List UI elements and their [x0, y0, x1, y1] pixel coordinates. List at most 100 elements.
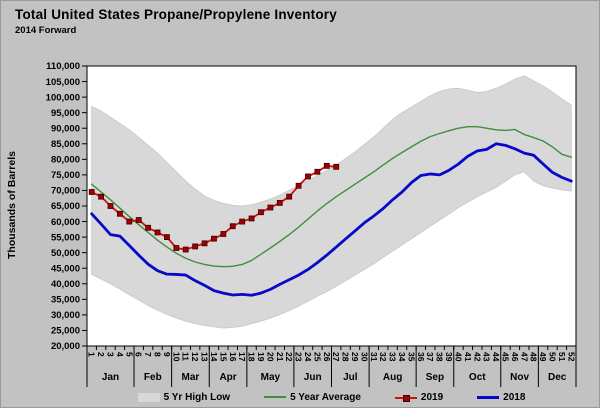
svg-text:3: 3: [106, 352, 116, 357]
svg-text:5: 5: [124, 352, 134, 357]
svg-text:80,000: 80,000: [51, 155, 80, 166]
svg-text:95,000: 95,000: [51, 108, 80, 119]
svg-text:Nov: Nov: [510, 372, 529, 383]
svg-text:110,000: 110,000: [46, 61, 80, 72]
svg-text:20: 20: [265, 352, 275, 362]
svg-text:60,000: 60,000: [51, 217, 80, 228]
blue-line-swatch-icon: [477, 395, 500, 399]
chart-title: Total United States Propane/Propylene In…: [15, 7, 337, 22]
svg-text:20,000: 20,000: [51, 341, 80, 352]
svg-text:35: 35: [406, 352, 416, 362]
svg-text:6: 6: [134, 352, 144, 357]
svg-text:27: 27: [331, 352, 341, 362]
svg-text:48: 48: [529, 352, 539, 362]
svg-text:90,000: 90,000: [51, 123, 80, 134]
svg-text:23: 23: [294, 352, 304, 362]
svg-text:25,000: 25,000: [51, 326, 80, 337]
svg-text:100,000: 100,000: [46, 92, 80, 103]
legend-label: 5 Year Average: [290, 391, 361, 403]
svg-text:19: 19: [256, 352, 266, 362]
svg-text:4: 4: [115, 352, 125, 357]
svg-text:51: 51: [557, 352, 567, 362]
svg-text:50,000: 50,000: [51, 248, 80, 259]
svg-text:Jan: Jan: [102, 372, 119, 383]
svg-text:31: 31: [369, 352, 379, 362]
svg-text:26: 26: [322, 352, 332, 362]
legend: 5 Yr High Low 5 Year Average 2019 2018: [87, 389, 576, 405]
svg-text:Sep: Sep: [426, 372, 444, 383]
svg-text:8: 8: [153, 352, 163, 357]
svg-text:13: 13: [200, 352, 210, 362]
svg-text:41: 41: [463, 352, 473, 362]
svg-text:52: 52: [566, 352, 576, 362]
svg-text:11: 11: [181, 352, 191, 361]
svg-text:Jul: Jul: [343, 372, 358, 383]
svg-text:33: 33: [388, 352, 398, 362]
svg-text:50: 50: [547, 352, 557, 362]
svg-text:1: 1: [87, 352, 97, 357]
svg-text:42: 42: [472, 352, 482, 362]
svg-text:75,000: 75,000: [51, 170, 80, 181]
svg-text:30: 30: [359, 352, 369, 362]
svg-text:21: 21: [275, 352, 285, 362]
red-marker-line-swatch-icon: [394, 394, 417, 402]
svg-text:Mar: Mar: [182, 372, 200, 383]
legend-label: 5 Yr High Low: [163, 391, 231, 403]
legend-item-high-low: 5 Yr High Low: [137, 391, 231, 403]
svg-text:32: 32: [378, 352, 388, 362]
svg-text:28: 28: [341, 352, 351, 362]
legend-item-2019: 2019: [394, 391, 444, 403]
svg-text:12: 12: [190, 352, 200, 362]
svg-text:40: 40: [453, 352, 463, 362]
svg-text:10: 10: [171, 352, 181, 362]
svg-text:Feb: Feb: [144, 372, 162, 383]
svg-text:47: 47: [519, 352, 529, 362]
svg-text:Oct: Oct: [469, 372, 486, 383]
svg-text:85,000: 85,000: [51, 139, 80, 150]
svg-text:18: 18: [247, 352, 257, 362]
svg-text:15: 15: [218, 352, 228, 362]
svg-text:22: 22: [284, 352, 294, 362]
svg-text:43: 43: [482, 352, 492, 362]
band-swatch-icon: [137, 392, 160, 402]
svg-text:40,000: 40,000: [51, 279, 80, 290]
legend-item-average: 5 Year Average: [264, 392, 361, 403]
chart-subtitle: 2014 Forward: [15, 25, 77, 36]
svg-text:36: 36: [416, 352, 426, 362]
legend-label: 2018: [503, 391, 526, 403]
svg-text:Dec: Dec: [548, 372, 567, 383]
svg-text:Apr: Apr: [219, 372, 236, 383]
svg-text:37: 37: [425, 352, 435, 362]
svg-text:34: 34: [397, 352, 407, 362]
svg-text:Jun: Jun: [304, 372, 322, 383]
svg-text:44: 44: [491, 352, 501, 362]
svg-text:Aug: Aug: [383, 372, 402, 383]
svg-text:46: 46: [510, 352, 520, 362]
svg-text:55,000: 55,000: [51, 232, 80, 243]
svg-text:9: 9: [162, 352, 172, 357]
svg-text:30,000: 30,000: [51, 310, 80, 321]
svg-text:35,000: 35,000: [51, 295, 80, 306]
svg-text:49: 49: [538, 352, 548, 362]
svg-text:45: 45: [500, 352, 510, 362]
legend-label: 2019: [420, 391, 444, 403]
svg-text:70,000: 70,000: [51, 186, 80, 197]
svg-text:65,000: 65,000: [51, 201, 80, 212]
svg-text:105,000: 105,000: [46, 77, 80, 88]
svg-text:7: 7: [143, 352, 153, 357]
green-line-swatch-icon: [264, 396, 287, 398]
svg-text:2: 2: [96, 352, 106, 357]
svg-text:45,000: 45,000: [51, 263, 80, 274]
svg-text:38: 38: [435, 352, 445, 362]
svg-text:39: 39: [444, 352, 454, 362]
svg-text:14: 14: [209, 352, 219, 362]
svg-text:24: 24: [303, 352, 313, 362]
svg-text:29: 29: [350, 352, 360, 362]
svg-text:May: May: [261, 372, 281, 383]
svg-text:17: 17: [237, 352, 247, 362]
svg-text:16: 16: [228, 352, 238, 362]
legend-item-2018: 2018: [477, 392, 525, 403]
svg-text:25: 25: [312, 352, 322, 362]
